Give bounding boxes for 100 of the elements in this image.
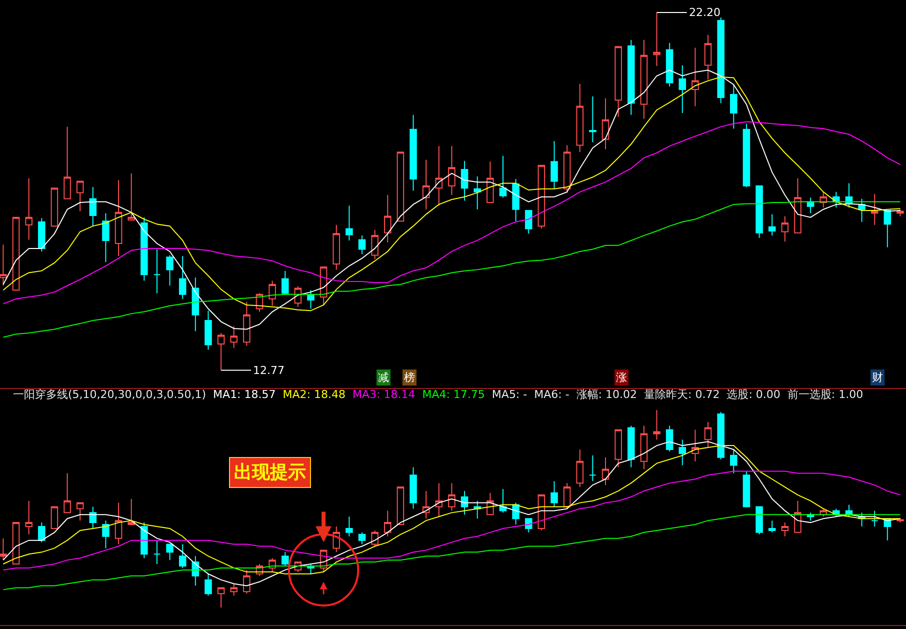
candlestick (50, 188, 58, 227)
candlestick (448, 482, 456, 512)
candlestick (384, 510, 392, 537)
candlestick (243, 301, 250, 346)
candlestick (781, 216, 789, 242)
candlestick (102, 520, 110, 549)
annotation: 出现提示 (234, 462, 306, 483)
candlestick (589, 454, 596, 482)
candlestick (474, 176, 481, 210)
candlestick (435, 146, 443, 206)
candlestick (627, 425, 635, 468)
candlestick (435, 482, 443, 518)
candlestick (114, 502, 122, 545)
candlestick (602, 98, 610, 150)
candlestick (692, 47, 699, 107)
candlestick (410, 114, 417, 192)
candlestick (358, 235, 366, 255)
candlestick (512, 178, 520, 222)
candlestick (870, 510, 878, 528)
text: MA3: 18.14 (352, 388, 416, 401)
candlestick (524, 518, 532, 533)
candlestick (717, 16, 724, 104)
candlestick (550, 480, 558, 508)
candlestick (346, 205, 353, 241)
candlestick (230, 583, 238, 596)
candlestick (742, 123, 750, 188)
candlestick (128, 172, 135, 220)
candlestick (396, 486, 404, 526)
candlestick (614, 46, 622, 118)
candlestick (460, 490, 468, 516)
text: 选股: 0.00 (726, 388, 780, 401)
candlestick (576, 83, 584, 153)
candlestick (768, 520, 776, 533)
annotation: 22.20 (689, 6, 720, 19)
candlestick (346, 516, 353, 537)
text: 涨幅: 10.02 (576, 388, 637, 401)
text: MA1: 18.57 (213, 388, 276, 401)
candlestick (678, 64, 686, 114)
candlestick (25, 178, 32, 240)
chart-title: 一阳穿多线(5,10,20,30,0,0,3,0.50,1) (13, 388, 206, 401)
text: MA4: 17.75 (422, 388, 485, 401)
candlestick (371, 530, 378, 547)
candlestick (178, 544, 186, 568)
candlestick (204, 573, 212, 596)
text: 量除昨天: 0.72 (644, 388, 720, 401)
candlestick (166, 544, 174, 561)
candlestick (499, 155, 507, 198)
candlestick (384, 194, 392, 243)
candlestick (640, 39, 648, 120)
candlestick (794, 500, 802, 533)
candlestick (666, 42, 674, 87)
candlestick (332, 224, 340, 270)
candlestick (576, 448, 584, 488)
candlestick (12, 216, 20, 291)
candlestick (602, 456, 610, 486)
candlestick (884, 210, 892, 248)
candlestick (640, 425, 648, 470)
candlestick (114, 180, 122, 257)
candlestick (486, 161, 494, 204)
candlestick (281, 270, 289, 296)
text: MA2: 18.48 (282, 388, 346, 401)
candlestick (140, 216, 148, 282)
candlestick (217, 332, 225, 371)
candlestick (64, 472, 71, 514)
candlestick (666, 425, 674, 452)
candlestick (704, 421, 712, 448)
candlestick (742, 470, 750, 508)
candlestick (499, 488, 507, 514)
candlestick (166, 254, 174, 286)
candlestick (76, 180, 84, 212)
candlestick (653, 410, 660, 440)
text: 涨 (616, 371, 627, 384)
candlestick (153, 540, 161, 565)
candlestick (192, 277, 200, 332)
candlestick (448, 146, 456, 196)
candlestick (12, 522, 20, 565)
candlestick (128, 498, 135, 526)
candlestick (692, 429, 699, 462)
candlestick (563, 144, 571, 194)
candlestick (64, 126, 71, 200)
candlestick (38, 522, 46, 543)
text: 前一选股: 1.00 (787, 388, 864, 401)
candlestick (307, 290, 314, 310)
candlestick (730, 448, 738, 474)
candlestick (153, 248, 161, 294)
candlestick (870, 193, 878, 226)
candlestick (410, 466, 417, 510)
candlestick (717, 411, 724, 460)
candlestick (89, 506, 97, 529)
candlestick (268, 280, 276, 306)
candlestick (768, 214, 776, 236)
candlestick (704, 34, 712, 80)
candlestick (756, 185, 763, 238)
candlestick (460, 160, 468, 202)
candlestick (730, 84, 738, 130)
candlestick (371, 229, 378, 260)
candlestick (653, 12, 660, 66)
candlestick (89, 186, 97, 227)
text: 减 (378, 371, 389, 384)
candlestick (756, 506, 763, 535)
